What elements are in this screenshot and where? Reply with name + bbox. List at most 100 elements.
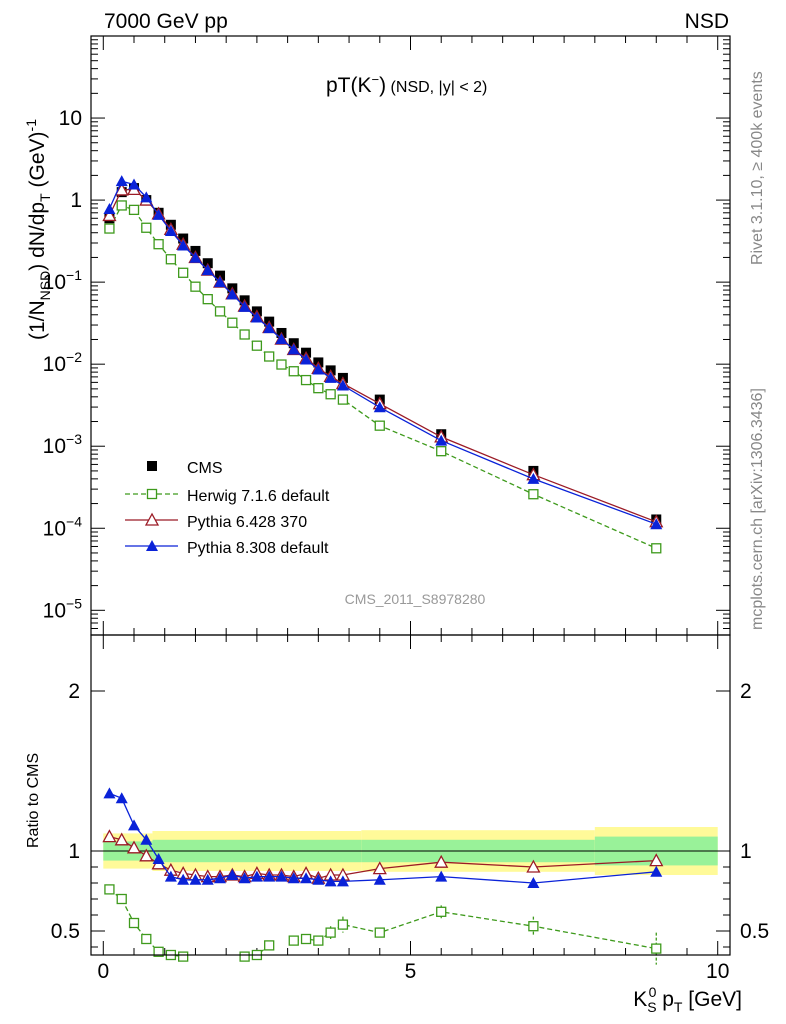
main-series-herwig-7-1-6-default [104, 200, 662, 554]
ratio-y-tick-label-right: 2 [740, 680, 752, 703]
main-y-axis-label: (1/NNSD) dN/dpT (GeV)-1 [23, 119, 53, 340]
ratio-data-point [300, 933, 312, 945]
data-point [239, 329, 250, 340]
data-point [374, 420, 385, 431]
ratio-y-tick-label-right: 0.5 [740, 920, 769, 943]
data-point [436, 446, 447, 457]
data-point [116, 200, 127, 211]
ratio-data-point [177, 873, 190, 885]
data-point [102, 208, 117, 222]
ratio-data-point [313, 935, 324, 946]
ratio-data-point [435, 870, 448, 882]
data-point [251, 340, 263, 351]
data-point [177, 239, 190, 251]
data-point [104, 223, 115, 234]
data-point [300, 374, 312, 386]
ratio-data-point [128, 819, 141, 831]
main-y-tick-label: 10 [59, 107, 82, 130]
data-point [264, 351, 275, 362]
ratio-data-point [336, 875, 349, 887]
legend-marker [144, 512, 160, 526]
legend-marker [147, 461, 157, 471]
legend-label: CMS [187, 460, 223, 477]
legend: CMS Herwig 7.1.6 default Pythia 6.428 370 P… [125, 460, 330, 557]
side-label-upper: Rivet 3.1.10, ≥ 400k events [749, 71, 766, 265]
data-point [227, 317, 238, 328]
ratio-data-point [527, 877, 540, 888]
plot-title: pT(K−) (NSD, |y| < 2) [326, 72, 487, 97]
data-point [103, 202, 116, 214]
ratio-data-point [189, 873, 202, 885]
data-point [435, 434, 448, 446]
ratio-y-tick-label-left: 0.5 [51, 920, 80, 943]
ratio-data-point [300, 872, 313, 884]
data-point [324, 371, 337, 383]
ratio-series-herwig-7-1-6-default [104, 884, 662, 965]
data-point [190, 281, 201, 292]
ratio-data-point [139, 848, 154, 862]
data-point [153, 239, 164, 250]
legend-marker [146, 488, 158, 500]
ratio-series-line [109, 792, 657, 884]
legend-label: Herwig 7.1.6 default [187, 488, 330, 505]
data-point [214, 276, 227, 288]
data-point [337, 394, 349, 405]
side-label-lower: mcplots.cern.ch [arXiv:1306.3436] [749, 388, 766, 630]
ratio-data-point [650, 865, 663, 877]
data-point [336, 379, 349, 391]
main-series-line [108, 180, 657, 525]
data-point [312, 363, 325, 375]
data-point [527, 472, 540, 484]
data-point [141, 222, 152, 233]
main-y-tick-label: 10−3 [43, 431, 83, 458]
ratio-data-point [649, 853, 664, 867]
data-point [250, 311, 263, 323]
ratio-y-tick-label-left: 2 [68, 680, 80, 703]
ratio-data-point [102, 829, 117, 843]
data-point [128, 178, 141, 190]
main-series-pythia-8-308-default [103, 175, 663, 530]
ratio-data-point [152, 853, 165, 864]
data-point [152, 208, 165, 220]
ratio-y-tick-label-right: 1 [740, 840, 752, 863]
data-point [214, 306, 226, 317]
ratio-data-point [651, 943, 662, 954]
x-tick-label: 0 [97, 960, 109, 983]
data-point [201, 264, 214, 276]
ratio-data-point [140, 833, 153, 845]
data-point [276, 359, 287, 370]
ratio-data-point [164, 870, 177, 882]
ratio-y-tick-label-left: 1 [68, 840, 80, 863]
data-point [115, 175, 128, 187]
data-point [189, 251, 202, 263]
ratio-data-point [226, 869, 239, 880]
ratio-data-point [153, 946, 164, 957]
ratio-data-point [214, 872, 227, 884]
data-point [288, 366, 299, 377]
ratio-data-point [312, 873, 325, 885]
legend-label: Pythia 8.308 default [187, 540, 329, 557]
ratio-data-point [436, 906, 447, 917]
ratio-data-point [141, 933, 152, 945]
ratio-data-point [325, 927, 336, 938]
x-tick-label: 5 [405, 960, 417, 983]
watermark: CMS_2011_S8978280 [345, 591, 486, 607]
ratio-data-point [264, 940, 275, 951]
data-point [164, 224, 177, 236]
data-point [528, 489, 539, 500]
main-y-tick-label: 10−4 [43, 513, 83, 540]
ratio-series-line [293, 911, 657, 950]
legend-marker [146, 540, 158, 551]
ratio-data-point [374, 927, 385, 938]
ratio-data-point [114, 832, 129, 846]
ratio-plot-panel: 0.5 0.5 1 1 2 2 0 5 10 [51, 634, 769, 983]
ratio-data-point [275, 870, 288, 882]
ratio-y-axis-label: Ratio to CMS [25, 753, 42, 848]
ratio-data-point [178, 951, 189, 962]
data-point [300, 353, 313, 365]
x-axis-label: KS0 pT [GeV] [633, 984, 742, 1015]
data-point [287, 343, 300, 355]
data-point [202, 294, 213, 305]
data-point [178, 267, 189, 278]
ratio-data-point [126, 840, 142, 854]
